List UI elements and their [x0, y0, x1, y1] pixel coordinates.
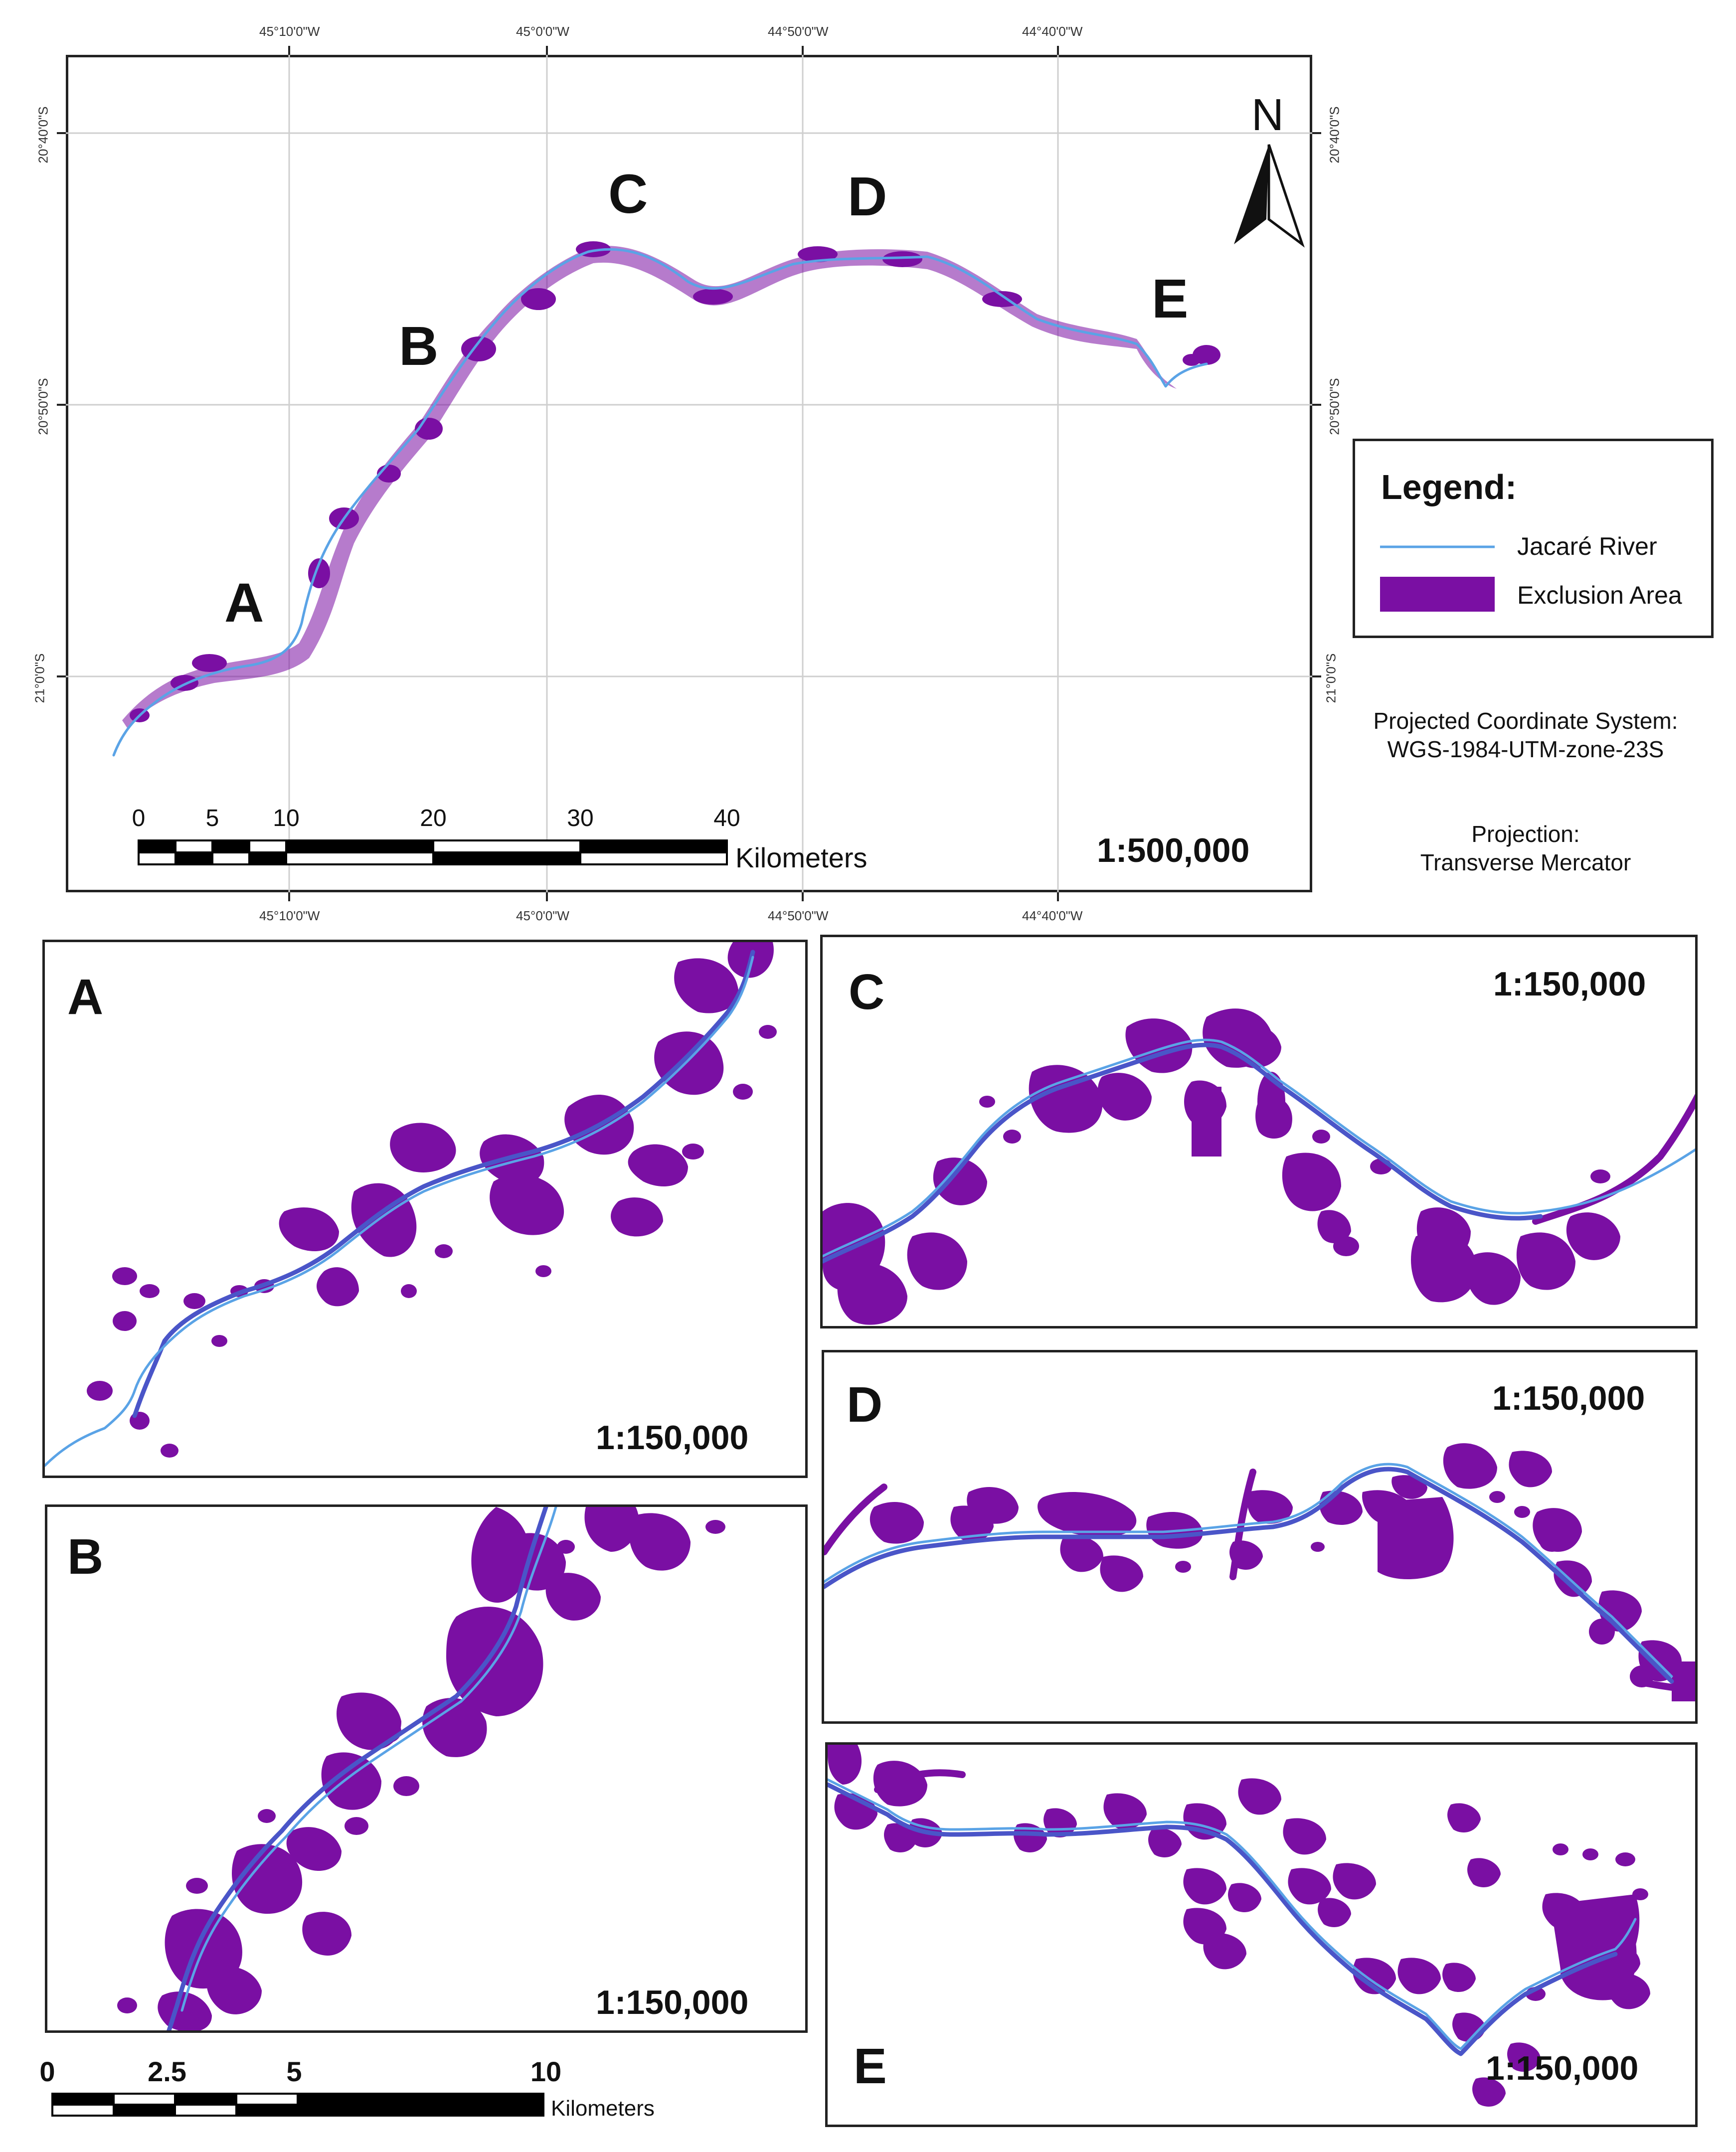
inset-c-graphics [823, 1008, 1695, 1325]
lon-label-bottom-2: 45°0'0"W [516, 908, 569, 923]
coord-system-value: WGS-1984-UTM-zone-23S [1387, 736, 1664, 762]
lon-label-bottom-3: 44°50'0"W [768, 908, 829, 923]
lon-label-top-4: 44°40'0"W [1022, 24, 1083, 39]
inset-scale-unit: Kilometers [551, 2096, 655, 2121]
main-map-frame [66, 55, 1312, 892]
site-label-a: A [224, 572, 264, 634]
scale-tick-label: 5 [205, 805, 219, 831]
scale-tick-label: 0 [132, 805, 146, 831]
scale-tick-label: 10 [273, 805, 300, 831]
inset-e: E 1:150,000 [825, 1742, 1698, 2127]
scale-tick-label: 30 [567, 805, 594, 831]
inset-e-scale: 1:150,000 [1486, 2049, 1639, 2087]
lon-label-top-1: 45°10'0"W [259, 24, 320, 39]
lon-label-bottom-4: 44°40'0"W [1022, 908, 1083, 923]
inset-scale-tick-label: 5 [286, 2056, 302, 2087]
lon-label-bottom-1: 45°10'0"W [259, 908, 320, 923]
site-label-b: B [399, 316, 439, 377]
inset-d-scale: 1:150,000 [1492, 1379, 1645, 1417]
inset-scale-tick-label: 2.5 [148, 2056, 186, 2087]
inset-b-graphics [117, 1507, 725, 2030]
inset-d-graphics [824, 1443, 1695, 1701]
inset-d: D 1:150,000 [822, 1350, 1698, 1724]
projection-label: Projection: [1471, 821, 1580, 847]
inset-c-letter: C [849, 964, 885, 1020]
inset-scale-tick-label: 10 [530, 2056, 562, 2087]
lon-label-top-2: 45°0'0"W [516, 24, 569, 39]
inset-a-letter: A [67, 969, 104, 1025]
inset-scale-tick-label: 0 [39, 2056, 55, 2087]
inset-b: B 1:150,000 [45, 1504, 808, 2033]
inset-b-scale: 1:150,000 [596, 1984, 749, 2021]
inset-e-graphics [828, 1745, 1650, 2107]
inset-a-graphics [45, 942, 777, 1467]
legend-item-river: Jacaré River [1517, 532, 1657, 560]
coord-system-label: Projected Coordinate System: [1373, 708, 1678, 734]
legend-box: Legend: Jacaré River Exclusion Area [1353, 439, 1714, 638]
north-arrow [1234, 144, 1305, 248]
legend-title: Legend: [1381, 468, 1517, 506]
legend-swatches [1380, 545, 1495, 612]
inset-a: A 1:150,000 [42, 940, 808, 1478]
inset-e-letter: E [854, 2038, 887, 2094]
inset-b-letter: B [67, 1529, 104, 1585]
north-label: N [1251, 90, 1284, 140]
site-label-c: C [608, 164, 648, 225]
scale-tick-label: 40 [713, 805, 740, 831]
scale-tick-label: 20 [420, 805, 447, 831]
site-label-e: E [1152, 268, 1189, 330]
projection-value: Transverse Mercator [1420, 849, 1631, 875]
main-river-path [112, 248, 1208, 757]
inset-c: C 1:150,000 [820, 935, 1698, 1328]
inset-d-letter: D [847, 1377, 883, 1433]
inset-c-scale: 1:150,000 [1493, 965, 1646, 1003]
legend-item-exclusion: Exclusion Area [1517, 581, 1682, 609]
scale-unit: Kilometers [735, 842, 868, 873]
lon-label-top-3: 44°50'0"W [768, 24, 829, 39]
main-scale-ratio: 1:500,000 [1097, 831, 1250, 869]
main-exclusion-areas [122, 241, 1220, 728]
site-label-d: D [848, 166, 887, 227]
legend-exclusion-swatch [1380, 577, 1495, 612]
inset-a-scale: 1:150,000 [596, 1419, 749, 1457]
main-scale-bar [138, 839, 728, 865]
